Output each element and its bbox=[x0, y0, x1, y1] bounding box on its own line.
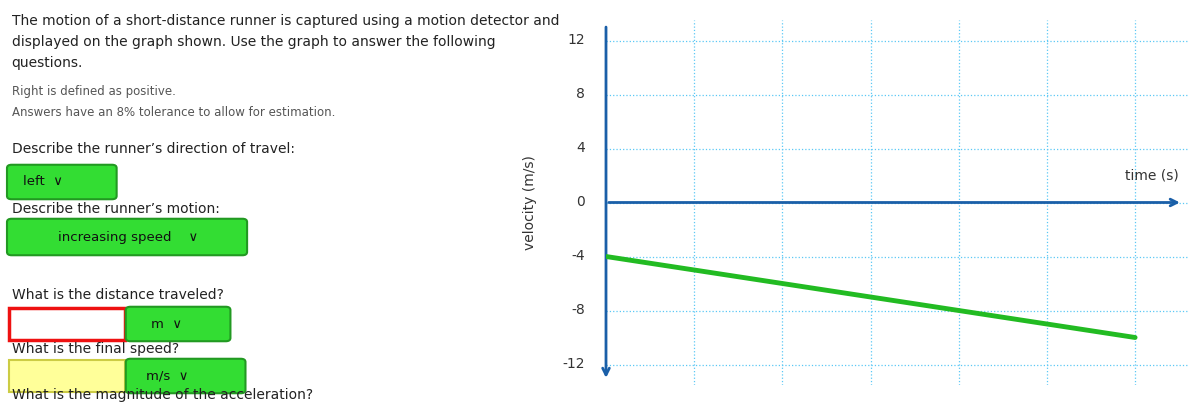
Text: time (s): time (s) bbox=[1126, 168, 1180, 182]
Text: -4: -4 bbox=[571, 249, 584, 264]
Text: Describe the runner’s direction of travel:: Describe the runner’s direction of trave… bbox=[12, 142, 295, 156]
Text: 0: 0 bbox=[576, 196, 584, 209]
Text: The motion of a short-distance runner is captured using a motion detector and: The motion of a short-distance runner is… bbox=[12, 14, 559, 28]
Text: m  ∨: m ∨ bbox=[150, 318, 181, 330]
Text: -12: -12 bbox=[563, 358, 584, 371]
Text: 12: 12 bbox=[568, 34, 584, 47]
FancyBboxPatch shape bbox=[7, 165, 116, 199]
Text: m/s  ∨: m/s ∨ bbox=[145, 369, 188, 382]
Text: What is the distance traveled?: What is the distance traveled? bbox=[12, 288, 223, 302]
Text: left  ∨: left ∨ bbox=[23, 175, 64, 188]
Text: velocity (m/s): velocity (m/s) bbox=[523, 155, 538, 250]
Text: -8: -8 bbox=[571, 303, 584, 318]
Text: questions.: questions. bbox=[12, 56, 83, 70]
FancyBboxPatch shape bbox=[8, 308, 125, 340]
Text: Answers have an 8% tolerance to allow for estimation.: Answers have an 8% tolerance to allow fo… bbox=[12, 106, 335, 119]
Text: What is the magnitude of the acceleration?: What is the magnitude of the acceleratio… bbox=[12, 388, 313, 402]
Text: What is the final speed?: What is the final speed? bbox=[12, 342, 179, 356]
FancyBboxPatch shape bbox=[7, 219, 247, 255]
FancyBboxPatch shape bbox=[126, 359, 246, 393]
Text: displayed on the graph shown. Use the graph to answer the following: displayed on the graph shown. Use the gr… bbox=[12, 35, 496, 49]
FancyBboxPatch shape bbox=[126, 307, 230, 341]
Text: 4: 4 bbox=[576, 141, 584, 156]
Text: increasing speed    ∨: increasing speed ∨ bbox=[59, 230, 198, 243]
FancyBboxPatch shape bbox=[8, 360, 125, 392]
Text: Describe the runner’s motion:: Describe the runner’s motion: bbox=[12, 202, 220, 216]
Text: Right is defined as positive.: Right is defined as positive. bbox=[12, 85, 175, 98]
Text: 8: 8 bbox=[576, 87, 584, 102]
